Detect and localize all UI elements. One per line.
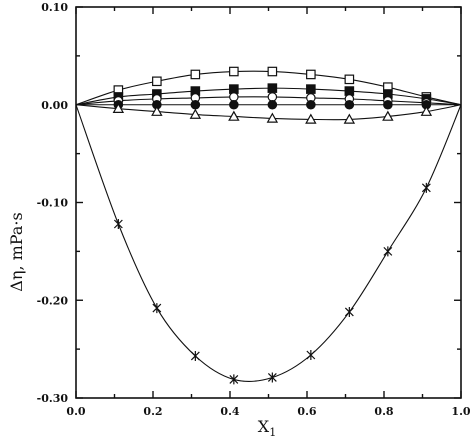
open-square-marker [190, 69, 201, 80]
star-marker [344, 306, 354, 317]
filled-square-marker [306, 84, 316, 94]
y-tick-label: -0.20 [37, 294, 69, 307]
y-tick-label: -0.10 [37, 197, 69, 210]
open-triangle-marker [305, 113, 317, 124]
filled-circle-marker [190, 99, 201, 110]
filled-square-marker [267, 83, 278, 93]
y-tick-label: 0.00 [41, 99, 68, 112]
open-triangle-marker [151, 105, 163, 116]
open-square-marker [267, 66, 278, 77]
x-axis-title-subscript: 1 [269, 426, 276, 439]
star-marker [229, 374, 239, 385]
filled-square-marker [229, 84, 239, 94]
open-square-marker [152, 76, 162, 87]
series-line-star [75, 104, 462, 383]
star-marker [306, 349, 316, 360]
open-triangle-marker [420, 105, 433, 116]
y-tick-label: 0.10 [41, 1, 68, 14]
x-axis-title-main: X [258, 417, 270, 436]
filled-circle-marker [383, 99, 393, 110]
x-tick-label: 0.2 [143, 405, 162, 418]
x-tick-label: 1.0 [451, 405, 470, 418]
star-marker [267, 372, 277, 383]
series-markers [112, 66, 433, 385]
open-square-marker [229, 66, 239, 77]
x-tick-label: 0.0 [66, 405, 85, 418]
axes [75, 6, 462, 399]
x-tick-label: 0.6 [297, 405, 316, 418]
filled-circle-marker [267, 99, 278, 110]
star-marker [113, 219, 123, 230]
open-circle-marker [267, 92, 278, 102]
filled-circle-marker [344, 99, 355, 110]
tick-labels: 0.0 0.2 0.4 0.6 0.8 1.0 0.10 0.00 -0.10 -0.20 -0.3… [37, 1, 471, 418]
plot-frame [75, 6, 462, 399]
star-marker [190, 350, 200, 361]
open-triangle-marker [382, 110, 394, 121]
x-tick-label: 0.4 [220, 405, 239, 418]
x-tick-label: 0.8 [374, 405, 393, 418]
y-tick-label: -0.30 [37, 392, 69, 405]
open-triangle-marker [343, 113, 356, 124]
star-marker [152, 303, 162, 314]
y-axis-title: Δη, mPa·s [7, 212, 26, 291]
series-lines [75, 70, 462, 383]
filled-circle-marker [306, 99, 316, 110]
x-axis-title: X1 [258, 417, 276, 439]
open-triangle-marker [266, 112, 279, 123]
open-triangle-marker [228, 110, 240, 121]
open-triangle-marker [189, 108, 202, 119]
star-marker [421, 182, 431, 193]
open-circle-marker [229, 92, 239, 102]
open-square-marker [306, 69, 316, 80]
filled-square-marker [344, 86, 355, 96]
open-triangle-marker [112, 102, 125, 113]
open-square-marker [344, 74, 355, 85]
filled-circle-marker [229, 99, 239, 110]
star-marker [383, 246, 393, 257]
